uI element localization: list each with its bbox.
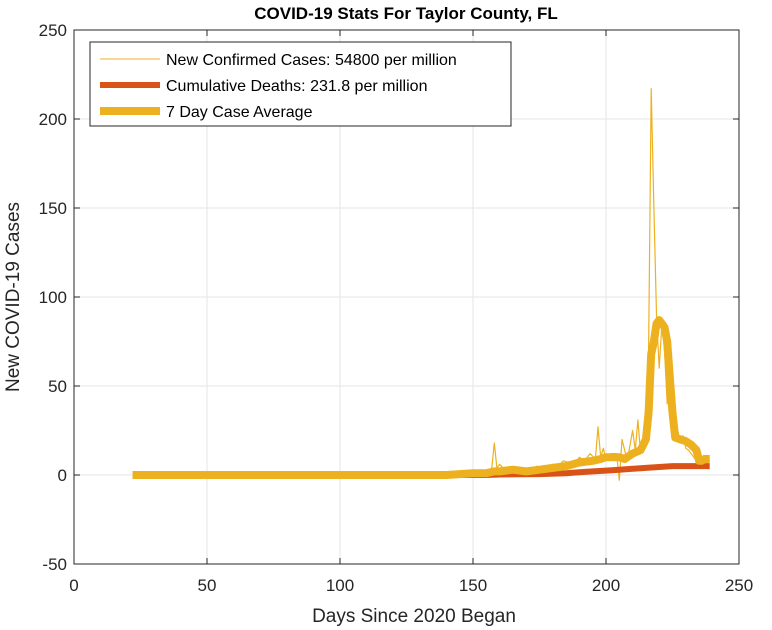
legend-entry-deaths: Cumulative Deaths: 231.8 per million <box>166 78 427 95</box>
y-tick-label: 50 <box>48 377 67 396</box>
x-tick-label: 250 <box>725 576 753 595</box>
series-line-7day-average <box>132 316 712 479</box>
y-tick-label: -50 <box>42 555 67 574</box>
y-tick-label: 250 <box>39 21 67 40</box>
y-tick-label: 0 <box>58 466 67 485</box>
y-tick-label: 150 <box>39 199 67 218</box>
y-axis-label: New COVID-19 Cases <box>3 202 24 392</box>
x-tick-label: 200 <box>592 576 620 595</box>
legend-entry-avg: 7 Day Case Average <box>166 104 313 121</box>
series-layer <box>132 88 712 481</box>
y-tick-label: 200 <box>39 110 67 129</box>
legend-entry-new-cases: New Confirmed Cases: 54800 per million <box>166 52 457 69</box>
chart-title: COVID-19 Stats For Taylor County, FL <box>254 4 558 23</box>
y-tick-label: 100 <box>39 288 67 307</box>
x-tick-label: 50 <box>198 576 217 595</box>
x-tick-label: 150 <box>459 576 487 595</box>
legend: New Confirmed Cases: 54800 per million C… <box>89 41 512 127</box>
x-axis-label: Days Since 2020 Began <box>312 606 516 627</box>
x-tick-label: 0 <box>69 576 78 595</box>
legend-box <box>89 41 512 127</box>
x-tick-label: 100 <box>326 576 354 595</box>
